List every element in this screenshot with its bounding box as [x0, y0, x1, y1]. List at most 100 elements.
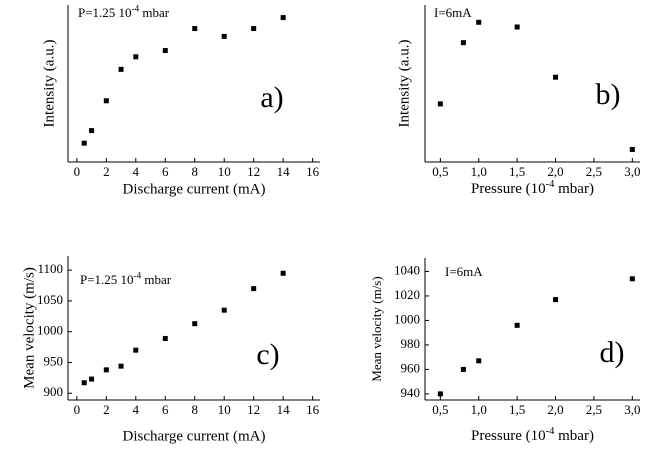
y-tick-label: 1050 — [37, 292, 63, 307]
point — [280, 15, 286, 21]
point — [476, 19, 482, 25]
annotation: I=6mA — [445, 264, 483, 279]
x-tick-label: 2,5 — [586, 402, 602, 417]
point — [118, 66, 124, 72]
point — [133, 54, 139, 60]
x-tick-label: 0 — [74, 164, 81, 179]
x-axis-title-part: Pressure (10 — [471, 428, 546, 444]
annotation-part: I=6mA — [445, 264, 483, 279]
point — [553, 297, 559, 303]
x-tick-label: 1,0 — [471, 402, 487, 417]
x-axis-title-part: mbar) — [554, 181, 594, 197]
x-tick-label: 3,0 — [624, 402, 640, 417]
point — [280, 270, 286, 276]
y-tick-label: 1100 — [37, 261, 63, 276]
panel-label: b) — [596, 78, 621, 111]
annotation-part: mbar — [141, 272, 172, 287]
x-tick-label: 16 — [306, 164, 320, 179]
x-tick-label: 6 — [162, 164, 169, 179]
x-tick-label: 10 — [218, 402, 231, 417]
point — [514, 24, 520, 30]
x-tick-label: 1,5 — [509, 164, 525, 179]
x-tick-label: 2,0 — [547, 164, 563, 179]
point — [162, 48, 168, 54]
point — [89, 128, 95, 134]
point — [81, 380, 87, 386]
annotation: P=1.25 10-4 mbar — [78, 4, 170, 20]
y-tick-label: 1020 — [394, 287, 420, 302]
point — [476, 358, 482, 364]
x-axis-title: Discharge current (mA) — [123, 181, 266, 197]
x-tick-label: 10 — [218, 164, 231, 179]
y-tick-label: 1040 — [394, 262, 420, 277]
y-tick-label: 960 — [401, 360, 421, 375]
y-axis-title: Intensity (a.u.) — [396, 40, 412, 128]
x-tick-label: 14 — [277, 402, 291, 417]
x-axis-title-part: mbar) — [554, 428, 594, 444]
y-tick-label: 940 — [401, 385, 421, 400]
x-tick-label: 0,5 — [432, 164, 448, 179]
annotation: I=6mA — [434, 5, 472, 20]
x-tick-label: 1,0 — [471, 164, 487, 179]
x-tick-label: 4 — [133, 402, 140, 417]
point — [103, 367, 109, 373]
x-tick-label: 12 — [247, 402, 260, 417]
point — [118, 363, 124, 369]
panel-label: c) — [256, 338, 279, 371]
point — [103, 98, 109, 104]
annotation-part: mbar — [139, 5, 170, 20]
x-tick-label: 3,0 — [624, 164, 640, 179]
x-tick-label: 2,5 — [586, 164, 602, 179]
x-tick-label: 12 — [247, 164, 260, 179]
y-tick-label: 900 — [44, 384, 64, 399]
annotation-part: -4 — [134, 271, 142, 281]
x-tick-label: 8 — [191, 402, 198, 417]
x-tick-label: 14 — [277, 164, 291, 179]
point — [251, 26, 257, 32]
x-tick-label: 0,5 — [432, 402, 448, 417]
point — [133, 347, 139, 353]
x-axis-title: Pressure (10-4 mbar) — [471, 426, 594, 444]
point — [221, 307, 227, 313]
point — [221, 33, 227, 39]
point — [192, 26, 198, 32]
panel-label: d) — [600, 336, 625, 369]
x-axis-title-part: Pressure (10 — [471, 181, 546, 197]
y-tick-label: 1000 — [394, 311, 420, 326]
x-tick-label: 2,0 — [547, 402, 563, 417]
x-axis-title-part: -4 — [546, 426, 555, 437]
y-tick-label: 1000 — [37, 323, 63, 338]
point — [629, 146, 635, 152]
point — [553, 74, 559, 80]
x-tick-label: 6 — [162, 402, 169, 417]
y-axis-title: Mean velocity (m/s) — [369, 276, 384, 381]
y-axis-title: Intensity (a.u.) — [41, 40, 57, 128]
point — [514, 322, 520, 328]
x-tick-label: 2 — [103, 164, 110, 179]
point — [437, 101, 443, 107]
x-tick-label: 4 — [133, 164, 140, 179]
y-tick-label: 950 — [44, 353, 64, 368]
point — [629, 276, 635, 282]
x-axis-title: Pressure (10-4 mbar) — [471, 179, 594, 197]
y-axis-title: Mean velocity (m/s) — [21, 267, 37, 389]
x-axis-title: Discharge current (mA) — [123, 428, 266, 444]
point — [460, 40, 466, 46]
annotation: P=1.25 10-4 mbar — [80, 271, 172, 287]
annotation-part: -4 — [132, 4, 140, 14]
y-tick-label: 980 — [401, 336, 421, 351]
point — [81, 140, 87, 146]
point — [437, 391, 443, 397]
x-tick-label: 2 — [103, 402, 110, 417]
point — [251, 286, 257, 292]
point — [89, 376, 95, 382]
annotation-part: P=1.25 10 — [80, 272, 134, 287]
point — [192, 321, 198, 327]
x-axis-title-part: -4 — [546, 179, 555, 190]
panel-label: a) — [260, 81, 283, 114]
x-tick-label: 0 — [74, 402, 81, 417]
point — [460, 366, 466, 372]
annotation-part: I=6mA — [434, 5, 472, 20]
x-tick-label: 16 — [306, 402, 320, 417]
